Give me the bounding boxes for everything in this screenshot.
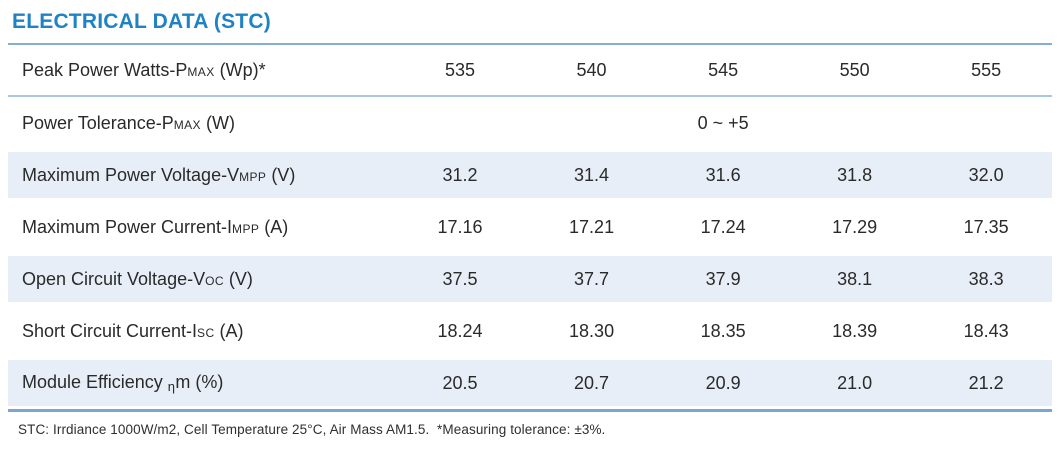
- row-label: Short Circuit Current-ISC (A): [8, 321, 394, 342]
- value-cell: 20.9: [705, 372, 741, 393]
- value-cell: 17.35: [963, 216, 1009, 237]
- section-title: ELECTRICAL DATA (STC): [12, 10, 271, 33]
- value-cell: 20.7: [574, 372, 610, 393]
- row-label: Power Tolerance-PMAX (W): [8, 113, 394, 134]
- row-label-unit: (V): [223, 268, 253, 289]
- value-cell: 37.7: [574, 268, 610, 289]
- row-label-main: Maximum Power Voltage-V: [22, 164, 240, 185]
- row-label: Peak Power Watts-PMAX (Wp)*: [8, 60, 394, 81]
- value-cell: 37.9: [705, 268, 741, 289]
- row-label-unit: m (%): [175, 372, 224, 392]
- value-cell: 18.43: [963, 320, 1009, 341]
- row-label-main: Module Efficiency: [22, 372, 168, 392]
- value-cell: 17.21: [569, 216, 615, 237]
- row-label-subscript: MAX: [173, 117, 201, 132]
- value-cell: 38.1: [837, 268, 873, 289]
- row-label-unit: (W): [200, 112, 235, 133]
- value-cell: 20.5: [442, 372, 478, 393]
- row-label: Maximum Power Current-IMPP (A): [8, 217, 394, 238]
- value-cell: 37.5: [442, 268, 478, 289]
- value-cell: 17.29: [832, 216, 878, 237]
- table-row: Power Tolerance-PMAX (W) 0 ~ +5: [8, 97, 1052, 149]
- table-row: Maximum Power Voltage-VMPP (V) 31.2 31.4…: [8, 149, 1052, 201]
- row-label-subscript: OC: [205, 273, 224, 288]
- row-label-subscript: η: [167, 379, 176, 394]
- value-cell: 31.4: [574, 164, 610, 185]
- row-label: Module Efficiency ηm (%): [8, 372, 394, 394]
- value-cell: 31.8: [837, 164, 873, 185]
- value-cell: 550: [839, 59, 870, 80]
- row-label-unit: (V): [266, 164, 296, 185]
- value-cell: 38.3: [968, 268, 1004, 289]
- value-cell: 555: [971, 59, 1002, 80]
- row-label-unit: (A): [259, 216, 289, 237]
- table-row: Module Efficiency ηm (%) 20.5 20.7 20.9 …: [8, 357, 1052, 409]
- footnote: STC: Irrdiance 1000W/m2, Cell Temperatur…: [18, 422, 606, 437]
- row-label-subscript: MPP: [232, 221, 260, 236]
- row-label-unit: (A): [214, 320, 244, 341]
- value-cell: 18.24: [437, 320, 483, 341]
- row-label-main: Power Tolerance-P: [22, 112, 174, 133]
- row-label-unit: (Wp)*: [214, 59, 266, 80]
- value-cell: 32.0: [968, 164, 1004, 185]
- value-cell: 540: [576, 59, 607, 80]
- value-cell: 535: [445, 59, 476, 80]
- row-label-subscript: SC: [197, 325, 215, 340]
- value-cell: 31.2: [442, 164, 478, 185]
- table-row: Maximum Power Current-IMPP (A) 17.16 17.…: [8, 201, 1052, 253]
- value-cell: 31.6: [705, 164, 741, 185]
- value-cell: 18.30: [569, 320, 615, 341]
- row-label-main: Short Circuit Current-I: [22, 320, 198, 341]
- row-label-main: Maximum Power Current-I: [22, 216, 233, 237]
- row-label-subscript: MPP: [239, 169, 267, 184]
- value-cell: 545: [708, 59, 739, 80]
- table-row: Open Circuit Voltage-VOC (V) 37.5 37.7 3…: [8, 253, 1052, 305]
- value-cell: 17.24: [700, 216, 746, 237]
- table-row: Short Circuit Current-ISC (A) 18.24 18.3…: [8, 305, 1052, 357]
- value-cell: 21.0: [837, 372, 873, 393]
- row-label-main: Open Circuit Voltage-V: [22, 268, 206, 289]
- merged-value-cell: 0 ~ +5: [697, 112, 749, 133]
- electrical-data-table: Peak Power Watts-PMAX (Wp)* 535 540 545 …: [8, 45, 1052, 412]
- value-cell: 21.2: [968, 372, 1004, 393]
- datasheet-section: ELECTRICAL DATA (STC) Peak Power Watts-P…: [8, 10, 1052, 437]
- row-label-main: Peak Power Watts-P: [22, 59, 188, 80]
- row-label: Maximum Power Voltage-VMPP (V): [8, 165, 394, 186]
- table-row: Peak Power Watts-PMAX (Wp)* 535 540 545 …: [8, 45, 1052, 97]
- row-label-subscript: MAX: [187, 64, 215, 79]
- value-cell: 17.16: [437, 216, 483, 237]
- title-underline: [8, 43, 1052, 45]
- value-cell: 18.39: [832, 320, 878, 341]
- row-label: Open Circuit Voltage-VOC (V): [8, 269, 394, 290]
- value-cell: 18.35: [700, 320, 746, 341]
